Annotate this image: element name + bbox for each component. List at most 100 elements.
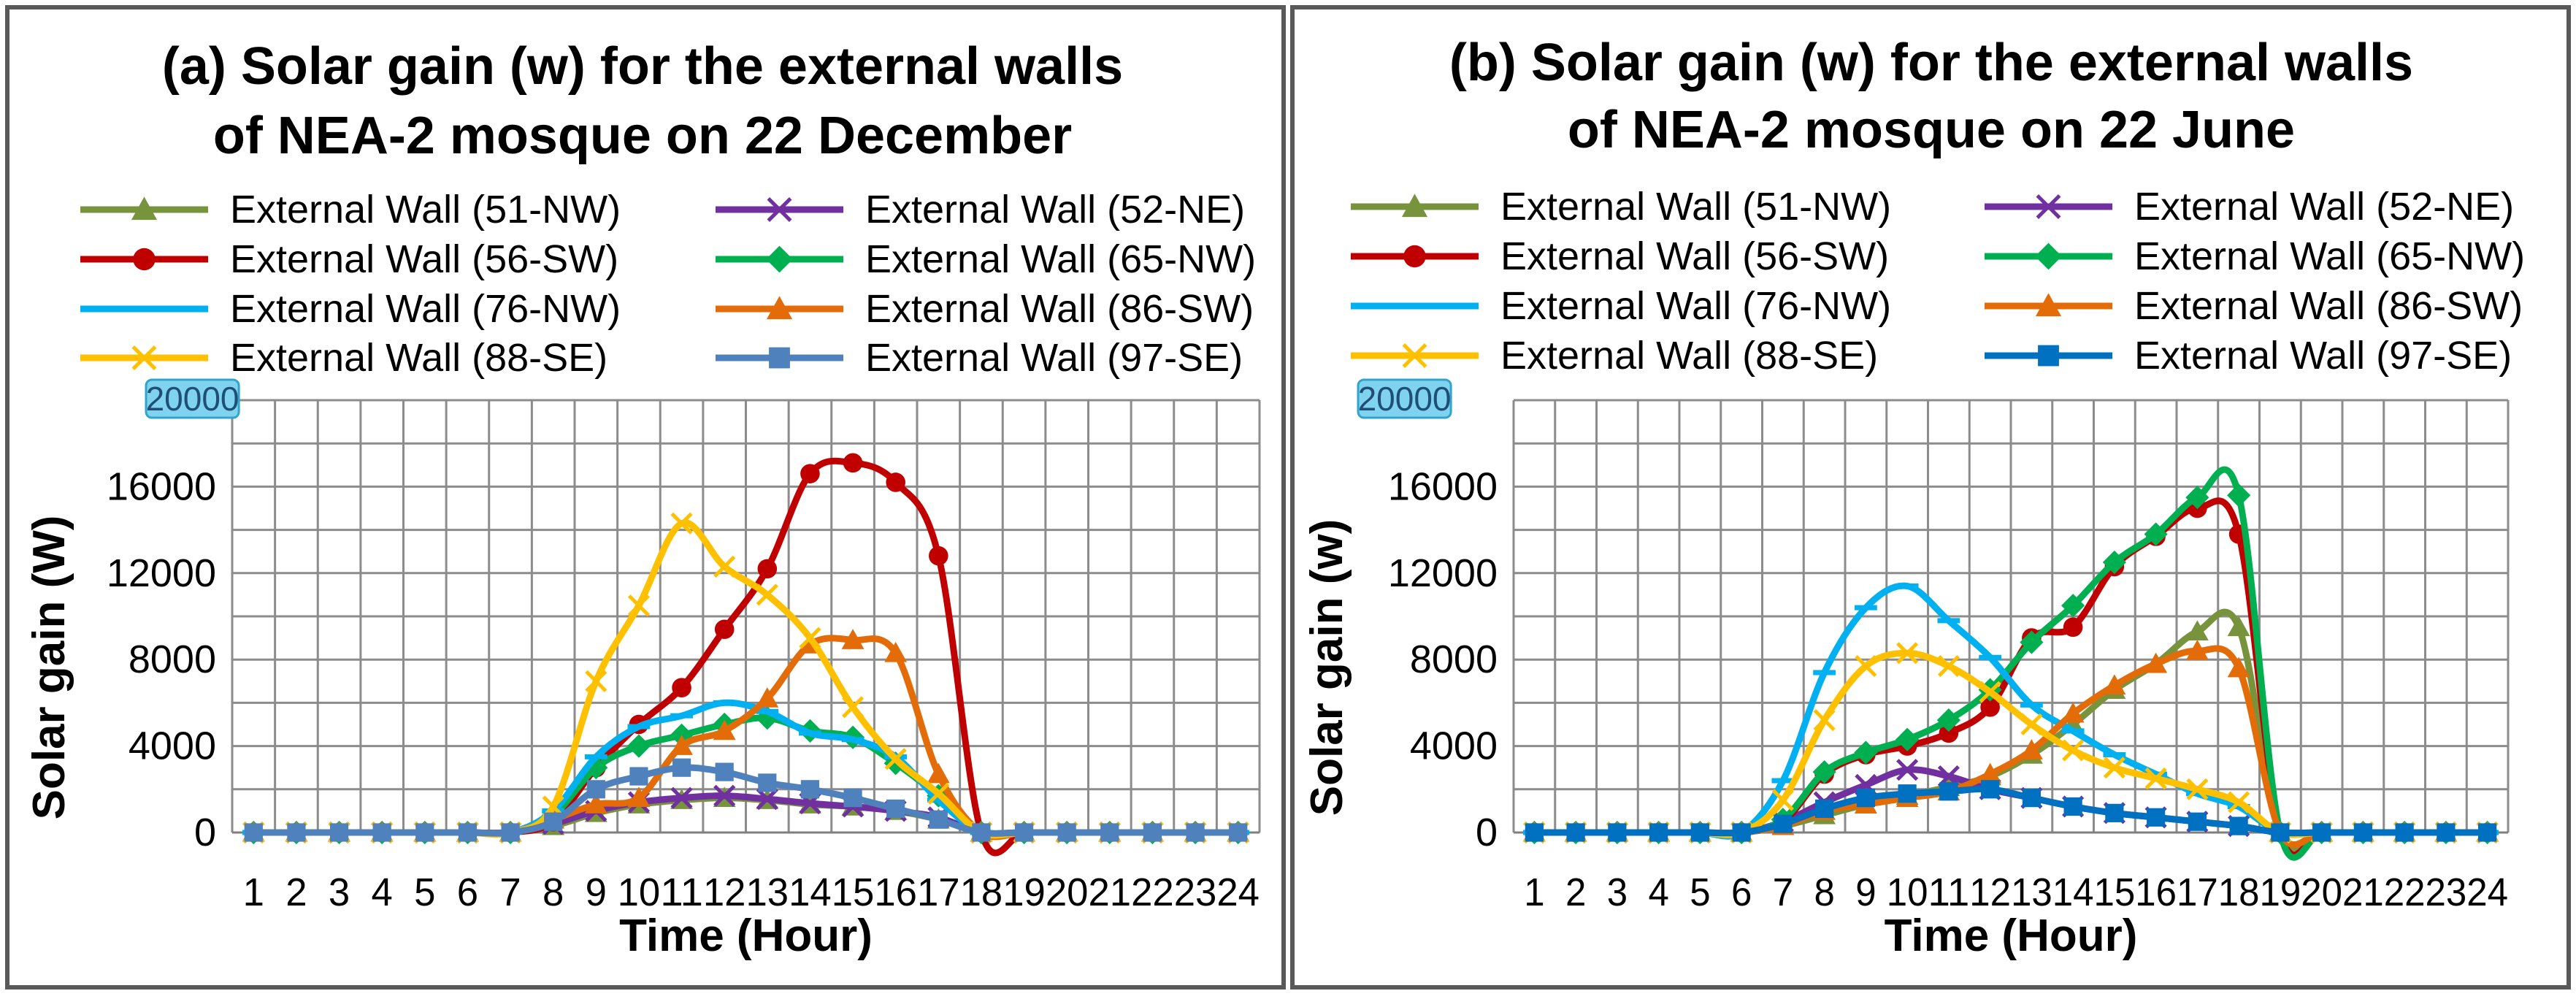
b-point-s1-h18	[2227, 616, 2250, 637]
a-legend-item-5: External Wall (76-NW)	[80, 287, 621, 331]
b-legend-label-1: External Wall (51-NW)	[1500, 185, 1891, 229]
b-ytick-8000: 8000	[1410, 638, 1498, 681]
b-point-s8-h1	[1525, 823, 1544, 842]
b-xtick-17: 17	[2177, 870, 2218, 914]
a-xtick-4: 4	[372, 870, 393, 914]
a-point-s8-h17	[929, 810, 948, 829]
b-point-s8-h15	[2105, 803, 2124, 822]
b-legend-marker-4	[2035, 242, 2062, 270]
a-xtick-3: 3	[329, 870, 350, 914]
a-legend-label-4: External Wall (65-NW)	[865, 237, 1256, 281]
b-point-s3-h12	[1980, 697, 2000, 717]
a-point-s8-h3	[329, 823, 349, 842]
a-legend-item-3: External Wall (56-SW)	[80, 237, 618, 281]
b-xtick-16: 16	[2135, 870, 2177, 914]
b-point-s4-h14	[2061, 594, 2085, 618]
b-point-s8-h21	[2353, 823, 2372, 842]
b-legend-marker-2	[2036, 194, 2061, 219]
b-x-axis-label: Time (Hour)	[1885, 911, 2138, 961]
b-point-s7-h15	[2103, 757, 2125, 779]
b-xtick-6: 6	[1731, 870, 1752, 914]
a-legend-label-7: External Wall (88-SE)	[230, 336, 607, 380]
b-ymax-badge-bg	[1357, 378, 1452, 419]
b-point-s1-h17	[2185, 620, 2209, 641]
b-point-s8-h4	[1649, 823, 1668, 842]
a-legend-label-1: External Wall (51-NW)	[230, 188, 621, 231]
a-point-s6-h13	[756, 687, 779, 708]
b-xtick-4: 4	[1648, 870, 1668, 914]
b-legend-item-3: External Wall (56-SW)	[1351, 234, 1889, 278]
a-legend-marker-3	[133, 248, 156, 271]
b-point-s8-h10	[1898, 784, 1917, 803]
b-xtick-1: 1	[1524, 870, 1544, 914]
b-point-s6-h12	[1979, 762, 2002, 784]
a-point-s3-h13	[757, 559, 778, 579]
a-xtick-17: 17	[917, 870, 960, 914]
b-ymax-badge-label: 20000	[1358, 380, 1452, 418]
b-point-s6-h17	[2185, 639, 2209, 660]
a-point-s7-h14	[799, 627, 821, 649]
b-point-s8-h2	[1566, 823, 1585, 842]
b-point-s4-h9	[1854, 740, 1878, 765]
a-xtick-8: 8	[543, 870, 564, 914]
a-point-s8-h7	[501, 823, 520, 842]
a-y-axis-label: Solar gain (W)	[24, 516, 74, 820]
b-xtick-3: 3	[1607, 870, 1628, 914]
b-xtick-14: 14	[2052, 870, 2094, 914]
b-point-s8-h5	[1690, 823, 1709, 842]
a-legend-marker-4	[766, 245, 793, 273]
a-xtick-9: 9	[586, 870, 607, 914]
a-point-s8-h24	[1229, 823, 1248, 842]
b-ytick-0: 0	[1476, 811, 1498, 854]
a-point-s8-h13	[758, 773, 777, 792]
a-xtick-21: 21	[1089, 870, 1132, 914]
a-point-s3-h11	[672, 678, 691, 697]
b-point-s8-h18	[2229, 816, 2248, 835]
a-point-s7-h10	[627, 594, 651, 617]
b-point-s7-h7	[1771, 789, 1794, 811]
a-point-s2-h13	[756, 788, 778, 811]
b-point-s4-h16	[2144, 522, 2168, 546]
b-legend-label-5: External Wall (76-NW)	[1500, 284, 1891, 328]
b-point-s8-h7	[1774, 814, 1793, 833]
b-point-s6-h16	[2144, 652, 2168, 673]
a-point-s8-h4	[372, 823, 391, 842]
b-series-8	[1525, 780, 2497, 842]
b-xtick-24: 24	[2466, 870, 2508, 914]
b-legend-item-8: External Wall (97-SE)	[1985, 334, 2512, 378]
b-xtick-22: 22	[2384, 870, 2426, 914]
a-xtick-2: 2	[285, 870, 307, 914]
b-xtick-15: 15	[2094, 870, 2136, 914]
a-xtick-24: 24	[1216, 870, 1260, 914]
panel-a: (a) Solar gain (w) for the external wall…	[5, 5, 1286, 990]
a-point-s8-h1	[244, 823, 263, 842]
a-point-s8-h11	[672, 758, 691, 777]
a-ytick-16000: 16000	[107, 464, 216, 508]
b-point-s7-h14	[2062, 739, 2085, 762]
a-legend-marker-6	[766, 296, 793, 320]
a-point-s8-h12	[715, 762, 734, 781]
a-xtick-7: 7	[499, 870, 521, 914]
a-xtick-19: 19	[1003, 870, 1046, 914]
a-legend-item-7: External Wall (88-SE)	[80, 336, 607, 380]
a-point-s3-h17	[929, 546, 948, 566]
b-point-s8-h11	[1939, 782, 1958, 801]
b-point-s4-h13	[2020, 630, 2044, 654]
a-chart-title-line-2: of NEA-2 mosque on 22 December	[213, 107, 1072, 165]
b-legend-item-5: External Wall (76-NW)	[1351, 284, 1891, 328]
a-xtick-22: 22	[1131, 870, 1174, 914]
a-xtick-10: 10	[618, 870, 661, 914]
a-point-s8-h8	[544, 812, 563, 831]
a-legend-marker-7	[131, 345, 157, 370]
a-point-s6-h11	[670, 735, 693, 755]
a-point-s3-h14	[800, 464, 820, 483]
b-point-s8-h6	[1732, 823, 1751, 842]
a-ymax-badge: 20000	[145, 378, 240, 419]
a-gridlines	[231, 399, 1261, 834]
b-xtick-9: 9	[1855, 870, 1876, 914]
a-point-s7-h13	[756, 583, 778, 606]
panel-b: (b) Solar gain (w) for the external wall…	[1290, 5, 2571, 990]
b-point-s7-h18	[2228, 791, 2250, 814]
a-ytick-12000: 12000	[107, 551, 216, 595]
a-xtick-11: 11	[660, 870, 703, 914]
